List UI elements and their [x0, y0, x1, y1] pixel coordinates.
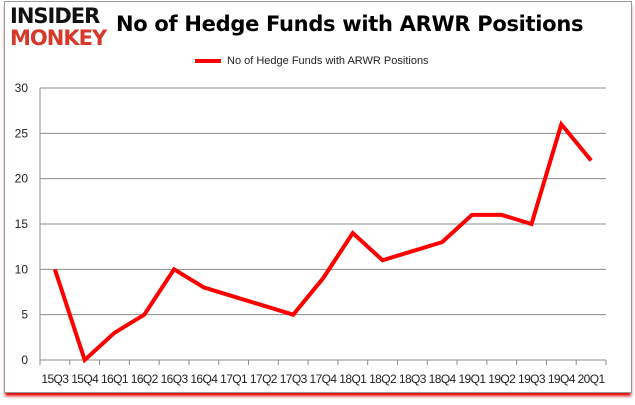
- x-tick-label: 16Q4: [190, 372, 218, 386]
- insider-monkey-logo: INSIDER MONKEY: [10, 6, 118, 52]
- legend: No of Hedge Funds with ARWR Positions: [195, 55, 429, 67]
- x-tick-label: 19Q4: [548, 372, 576, 386]
- x-tick-label: 17Q3: [280, 372, 308, 386]
- x-tick-label: 19Q3: [518, 372, 546, 386]
- x-tick-label: 18Q2: [369, 372, 397, 386]
- x-tick-label: 19Q2: [488, 372, 516, 386]
- x-tick-label: 16Q2: [131, 372, 159, 386]
- legend-label: No of Hedge Funds with ARWR Positions: [227, 55, 429, 67]
- x-tick-label: 16Q1: [101, 372, 129, 386]
- x-tick-label: 18Q3: [399, 372, 427, 386]
- y-tick-label: 20: [15, 172, 29, 186]
- chart-title: No of Hedge Funds with ARWR Positions: [116, 12, 584, 36]
- x-tick-label: 16Q3: [161, 372, 189, 386]
- x-tick-label: 19Q1: [458, 372, 486, 386]
- y-tick-label: 15: [15, 217, 29, 231]
- logo-line-2: MONKEY: [10, 26, 107, 50]
- y-tick-label: 5: [21, 308, 28, 322]
- y-tick-label: 0: [21, 353, 28, 367]
- x-tick-label: 18Q1: [339, 372, 367, 386]
- y-tick-label: 10: [15, 262, 29, 276]
- logo-line-1: INSIDER: [10, 4, 100, 28]
- x-tick-label: 15Q4: [71, 372, 99, 386]
- y-tick-label: 30: [15, 81, 29, 95]
- x-tick-label: 17Q2: [250, 372, 278, 386]
- series-line: [52, 120, 593, 364]
- x-tick-label: 20Q1: [578, 372, 606, 386]
- x-tick-label: 17Q1: [220, 372, 248, 386]
- x-tick-label: 15Q3: [41, 372, 69, 386]
- x-tick-label: 18Q4: [429, 372, 457, 386]
- y-tick-label: 25: [15, 126, 29, 140]
- chart-frame: [4, 1, 632, 393]
- legend-swatch: [195, 59, 221, 63]
- x-tick-label: 17Q4: [310, 372, 338, 386]
